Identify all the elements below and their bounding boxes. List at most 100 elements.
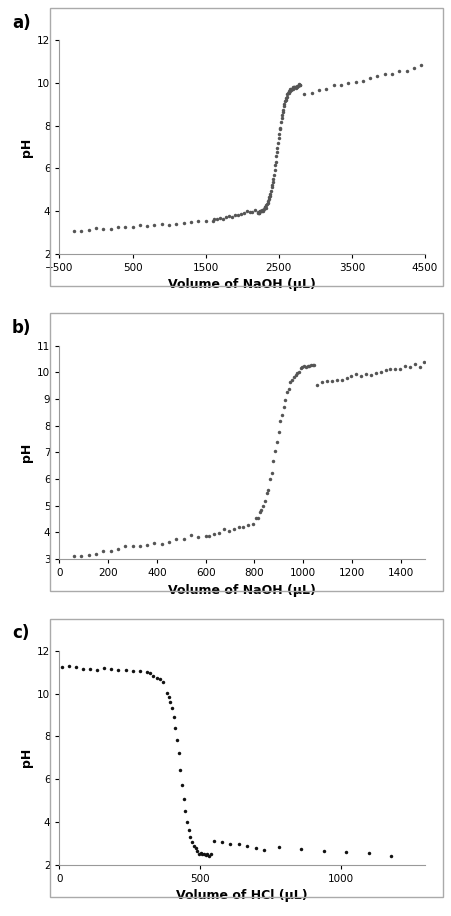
Point xyxy=(205,529,212,543)
Point xyxy=(181,804,189,819)
Point xyxy=(285,84,292,99)
Point xyxy=(332,373,340,387)
Point xyxy=(257,503,264,518)
Point xyxy=(271,444,278,459)
Point xyxy=(121,539,129,553)
Point xyxy=(202,848,209,863)
Point xyxy=(294,79,301,93)
Point xyxy=(386,362,393,376)
Point xyxy=(172,217,179,232)
Point xyxy=(264,191,272,206)
Point xyxy=(149,669,156,683)
Point xyxy=(146,666,153,681)
Point xyxy=(143,665,150,680)
Point xyxy=(158,216,165,231)
Point xyxy=(276,121,283,136)
Point xyxy=(352,366,359,381)
Point xyxy=(254,510,261,525)
Point xyxy=(166,695,174,710)
Point xyxy=(192,841,199,856)
Point xyxy=(115,662,122,677)
Point xyxy=(260,843,267,857)
Point xyxy=(290,80,297,94)
Point xyxy=(107,221,114,235)
Point xyxy=(193,844,200,858)
Point xyxy=(219,212,226,226)
Point xyxy=(203,846,211,861)
Point xyxy=(286,375,294,389)
Point xyxy=(303,358,310,373)
Point xyxy=(281,93,289,107)
Point xyxy=(239,206,247,221)
Point xyxy=(151,218,158,233)
Point xyxy=(245,204,253,219)
Point xyxy=(235,520,242,535)
Point xyxy=(351,74,359,89)
Point xyxy=(108,662,115,677)
Point xyxy=(256,203,263,218)
Point xyxy=(190,838,197,853)
Point xyxy=(265,190,272,204)
Point xyxy=(213,212,221,226)
Point xyxy=(288,82,295,96)
X-axis label: Volume of HCl (μL): Volume of HCl (μL) xyxy=(176,889,307,902)
Point xyxy=(282,92,289,106)
Point xyxy=(337,373,345,387)
Point xyxy=(281,93,288,108)
Point xyxy=(168,701,175,715)
Point xyxy=(107,544,114,559)
Point xyxy=(158,537,165,551)
Point xyxy=(267,180,275,194)
Point xyxy=(85,547,92,562)
Point xyxy=(268,178,275,192)
Point xyxy=(198,846,206,861)
Point xyxy=(308,357,316,372)
Point xyxy=(273,141,281,156)
Point xyxy=(258,203,266,218)
Point xyxy=(230,522,237,537)
Point xyxy=(289,80,296,94)
Point xyxy=(70,224,78,238)
Point xyxy=(266,186,273,201)
Point xyxy=(194,213,202,228)
Point xyxy=(405,359,413,374)
Point xyxy=(93,662,101,677)
Point xyxy=(296,78,303,93)
Point xyxy=(280,96,287,111)
Point xyxy=(228,209,235,224)
Point xyxy=(267,465,275,480)
Point xyxy=(256,204,263,219)
Point xyxy=(136,664,143,679)
Point xyxy=(171,721,179,736)
Point xyxy=(283,385,290,399)
Point xyxy=(274,136,281,150)
Point xyxy=(285,83,293,98)
Point xyxy=(277,114,284,129)
Point xyxy=(259,498,266,513)
Point xyxy=(336,78,344,93)
Point xyxy=(70,549,78,563)
Point xyxy=(122,662,129,677)
Point xyxy=(197,845,204,860)
X-axis label: Volume of NaOH (μL): Volume of NaOH (μL) xyxy=(168,278,315,291)
Point xyxy=(65,660,73,674)
Point xyxy=(187,215,194,230)
Point xyxy=(329,78,336,93)
Point xyxy=(275,127,282,142)
Point xyxy=(278,104,285,119)
Point xyxy=(294,78,301,93)
Point xyxy=(293,80,300,94)
Point xyxy=(262,201,269,215)
Point xyxy=(297,842,304,856)
Text: b): b) xyxy=(12,319,31,337)
Point xyxy=(101,660,108,675)
Point xyxy=(100,543,107,558)
Point xyxy=(183,814,190,829)
Point xyxy=(318,375,325,389)
Point xyxy=(291,81,299,95)
Point xyxy=(222,210,229,224)
Point xyxy=(258,203,265,218)
Point xyxy=(296,361,304,376)
Point xyxy=(376,365,383,379)
Point xyxy=(244,518,251,532)
